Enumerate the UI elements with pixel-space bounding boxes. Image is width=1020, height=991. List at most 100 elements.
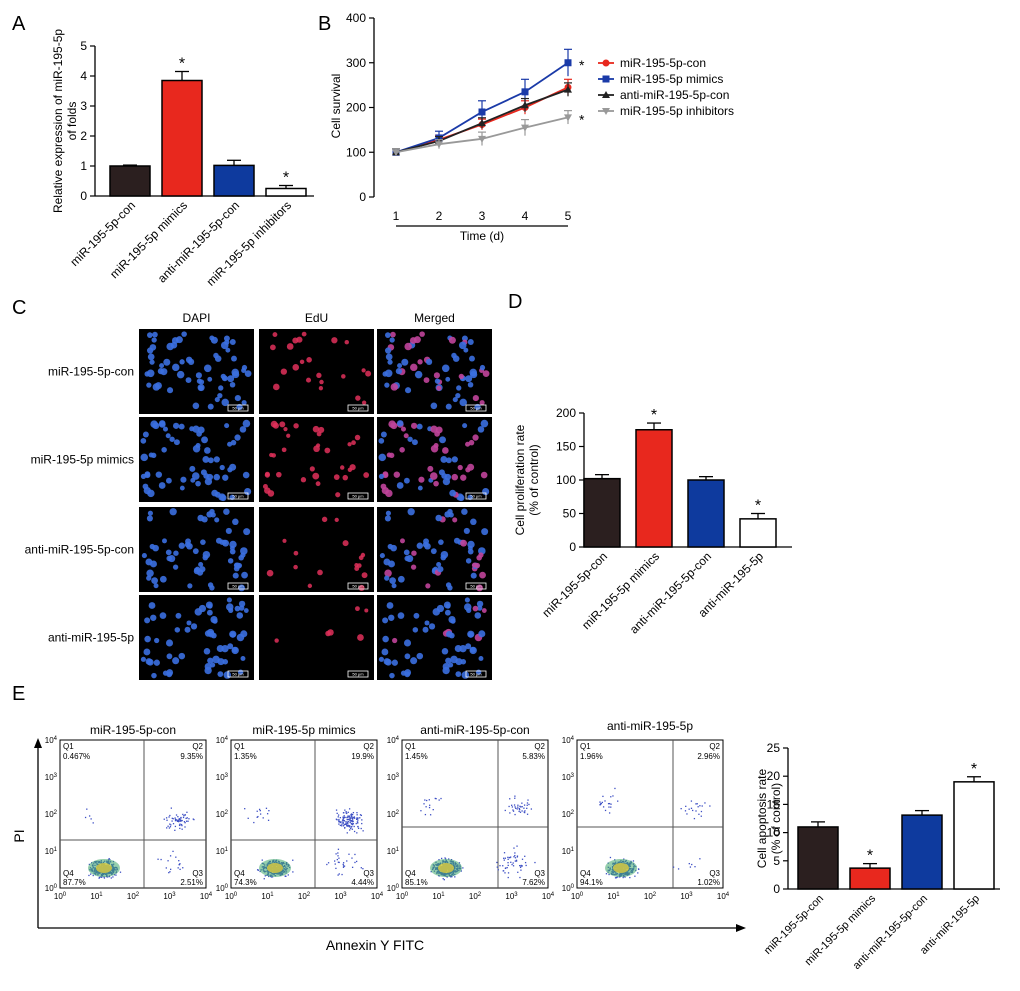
edu-nucleus: [286, 343, 294, 350]
scale-bar: [227, 404, 249, 412]
merged-nucleus: [400, 538, 405, 544]
nucleus: [140, 453, 149, 462]
bar: [849, 867, 891, 890]
event-dot: [175, 856, 177, 858]
y-tick-label: 100: [346, 145, 366, 159]
nucleus: [159, 363, 165, 369]
density-peak: [613, 863, 629, 873]
nucleus: [191, 472, 200, 480]
quadrant-value: 74.3%: [234, 878, 257, 887]
nucleus: [197, 514, 205, 522]
event-dot: [442, 878, 444, 880]
nucleus: [173, 439, 180, 446]
event-dot: [516, 855, 519, 857]
event-dot: [352, 822, 354, 825]
event-dot: [181, 824, 183, 827]
nucleus: [162, 538, 167, 544]
y-tick-label: 100: [387, 884, 400, 893]
nucleus: [159, 612, 167, 619]
event-dot: [695, 803, 697, 805]
density-peak: [438, 863, 454, 873]
event-dot: [350, 814, 353, 816]
edu-nucleus: [364, 608, 369, 613]
x-tick-label: 104: [542, 892, 555, 901]
merged-nucleus: [379, 553, 385, 559]
panel-label-e: E: [12, 683, 25, 705]
event-dot: [174, 825, 177, 828]
event-dot: [518, 807, 520, 810]
event-dot: [342, 816, 344, 818]
merged-nucleus: [391, 583, 397, 589]
merged-nucleus: [391, 659, 398, 666]
event-dot: [353, 830, 356, 833]
event-dot: [339, 824, 342, 827]
event-dot: [100, 876, 102, 878]
event-dot: [337, 816, 339, 818]
event-dot: [343, 815, 345, 817]
event-dot: [348, 826, 351, 828]
event-dot: [354, 853, 356, 856]
nucleus: [168, 555, 176, 563]
nucleus: [243, 608, 249, 613]
nucleus: [142, 431, 149, 438]
quadrant-value: 9.35%: [180, 752, 203, 761]
edu-nucleus: [347, 467, 353, 472]
event-dot: [354, 817, 356, 819]
merged-nucleus: [436, 385, 442, 391]
flow-plot: miR-195-5p mimics 100 101 102 103 104 100 101 10…: [216, 723, 384, 901]
panel-label-d: D: [508, 291, 522, 313]
event-dot: [174, 819, 177, 822]
merged-nucleus: [441, 648, 449, 655]
merged-nucleus: [403, 639, 412, 647]
event-dot: [178, 824, 181, 826]
merged-nucleus: [469, 646, 476, 653]
event-dot: [357, 819, 359, 821]
event-dot: [518, 810, 520, 813]
quadrant-value: 85.1%: [405, 878, 428, 887]
merged-nucleus: [451, 473, 459, 481]
flow-plot-title: anti-miR-195-5p: [607, 719, 693, 733]
merged-nucleus: [403, 433, 409, 439]
event-dot: [526, 802, 529, 804]
nucleus: [217, 392, 223, 399]
x-tick-label: 103: [334, 892, 347, 901]
scale-bar-label: 50 μm: [352, 672, 364, 677]
event-dot: [691, 863, 693, 866]
nucleus: [176, 370, 185, 379]
event-dot: [600, 802, 602, 805]
event-dot: [188, 818, 190, 820]
event-dot: [454, 876, 456, 878]
nucleus: [226, 597, 232, 603]
nucleus: [202, 550, 211, 559]
scale-bar: [227, 582, 249, 590]
nucleus: [232, 572, 239, 579]
event-dot: [169, 855, 172, 857]
event-dot: [338, 861, 340, 864]
merged-nucleus: [388, 420, 396, 428]
event-dot: [169, 814, 171, 817]
event-dot: [270, 876, 273, 878]
nucleus: [146, 515, 153, 522]
event-dot: [629, 876, 631, 879]
event-dot: [342, 819, 344, 821]
merged-nucleus: [417, 485, 423, 491]
event-dot: [345, 822, 347, 824]
event-dot: [343, 812, 345, 814]
nucleus: [219, 464, 225, 471]
x-tick-label: 104: [371, 892, 384, 901]
event-dot: [346, 832, 348, 834]
edu-nucleus: [361, 572, 368, 579]
nucleus: [159, 575, 167, 583]
event-dot: [612, 795, 614, 797]
y-tick-label: 300: [346, 56, 366, 70]
nucleus: [206, 609, 213, 616]
event-dot: [335, 809, 338, 811]
event-dot: [349, 816, 351, 818]
y-tick-label: 102: [387, 810, 400, 819]
event-dot: [357, 827, 360, 829]
edu-nucleus: [272, 332, 278, 338]
annexin-axis-arrowhead: [736, 924, 746, 932]
edu-nucleus: [361, 368, 366, 373]
event-dot: [259, 813, 262, 815]
nucleus: [169, 508, 177, 516]
